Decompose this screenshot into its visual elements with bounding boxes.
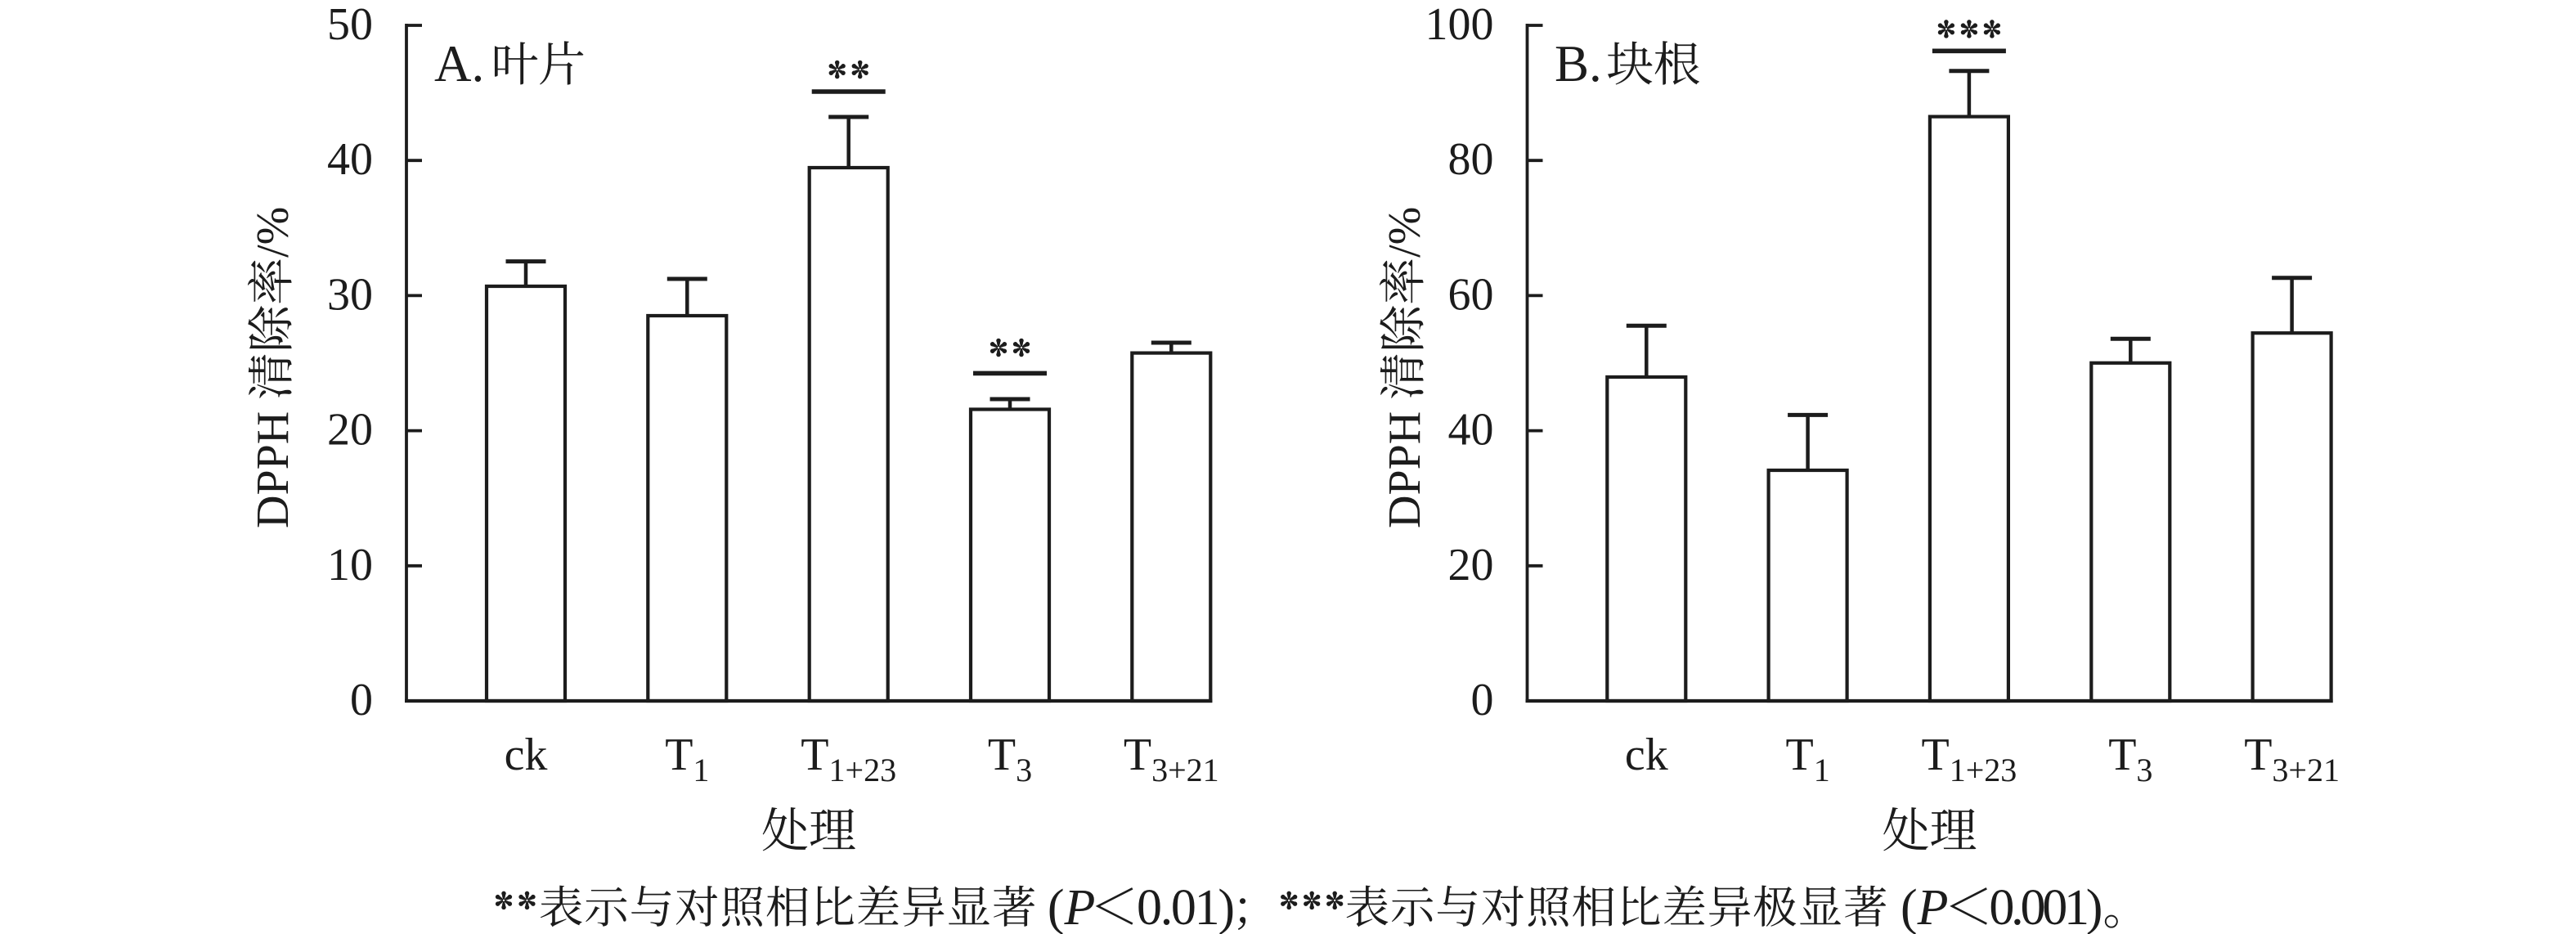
svg-text:60: 60 <box>1448 269 1494 320</box>
svg-text:40: 40 <box>1448 405 1494 456</box>
svg-text:/%: /% <box>248 207 298 258</box>
svg-text:20: 20 <box>327 405 373 456</box>
svg-text:100: 100 <box>1425 0 1494 50</box>
svg-text:0.001): 0.001) <box>1989 880 2103 934</box>
svg-text:ck: ck <box>505 730 548 780</box>
svg-text:20: 20 <box>1448 540 1494 590</box>
svg-text:30: 30 <box>327 269 373 320</box>
svg-text:0: 0 <box>350 675 373 725</box>
svg-text:/%: /% <box>1380 207 1430 258</box>
svg-text:40: 40 <box>327 134 373 185</box>
svg-text:B.: B. <box>1555 35 1612 92</box>
svg-text:ck: ck <box>1625 730 1668 780</box>
svg-text:DPPH: DPPH <box>1380 400 1430 528</box>
svg-text:DPPH: DPPH <box>248 400 298 528</box>
svg-text:50: 50 <box>327 0 373 50</box>
svg-text:A.: A. <box>434 35 495 92</box>
svg-text:80: 80 <box>1448 134 1494 185</box>
svg-text:(P: (P <box>1048 880 1096 934</box>
svg-text:0: 0 <box>1471 675 1494 725</box>
svg-text:T3: T3 <box>988 730 1032 788</box>
svg-text:(P: (P <box>1901 880 1949 934</box>
svg-text:10: 10 <box>327 540 373 590</box>
svg-text:0.01): 0.01) <box>1137 880 1235 934</box>
